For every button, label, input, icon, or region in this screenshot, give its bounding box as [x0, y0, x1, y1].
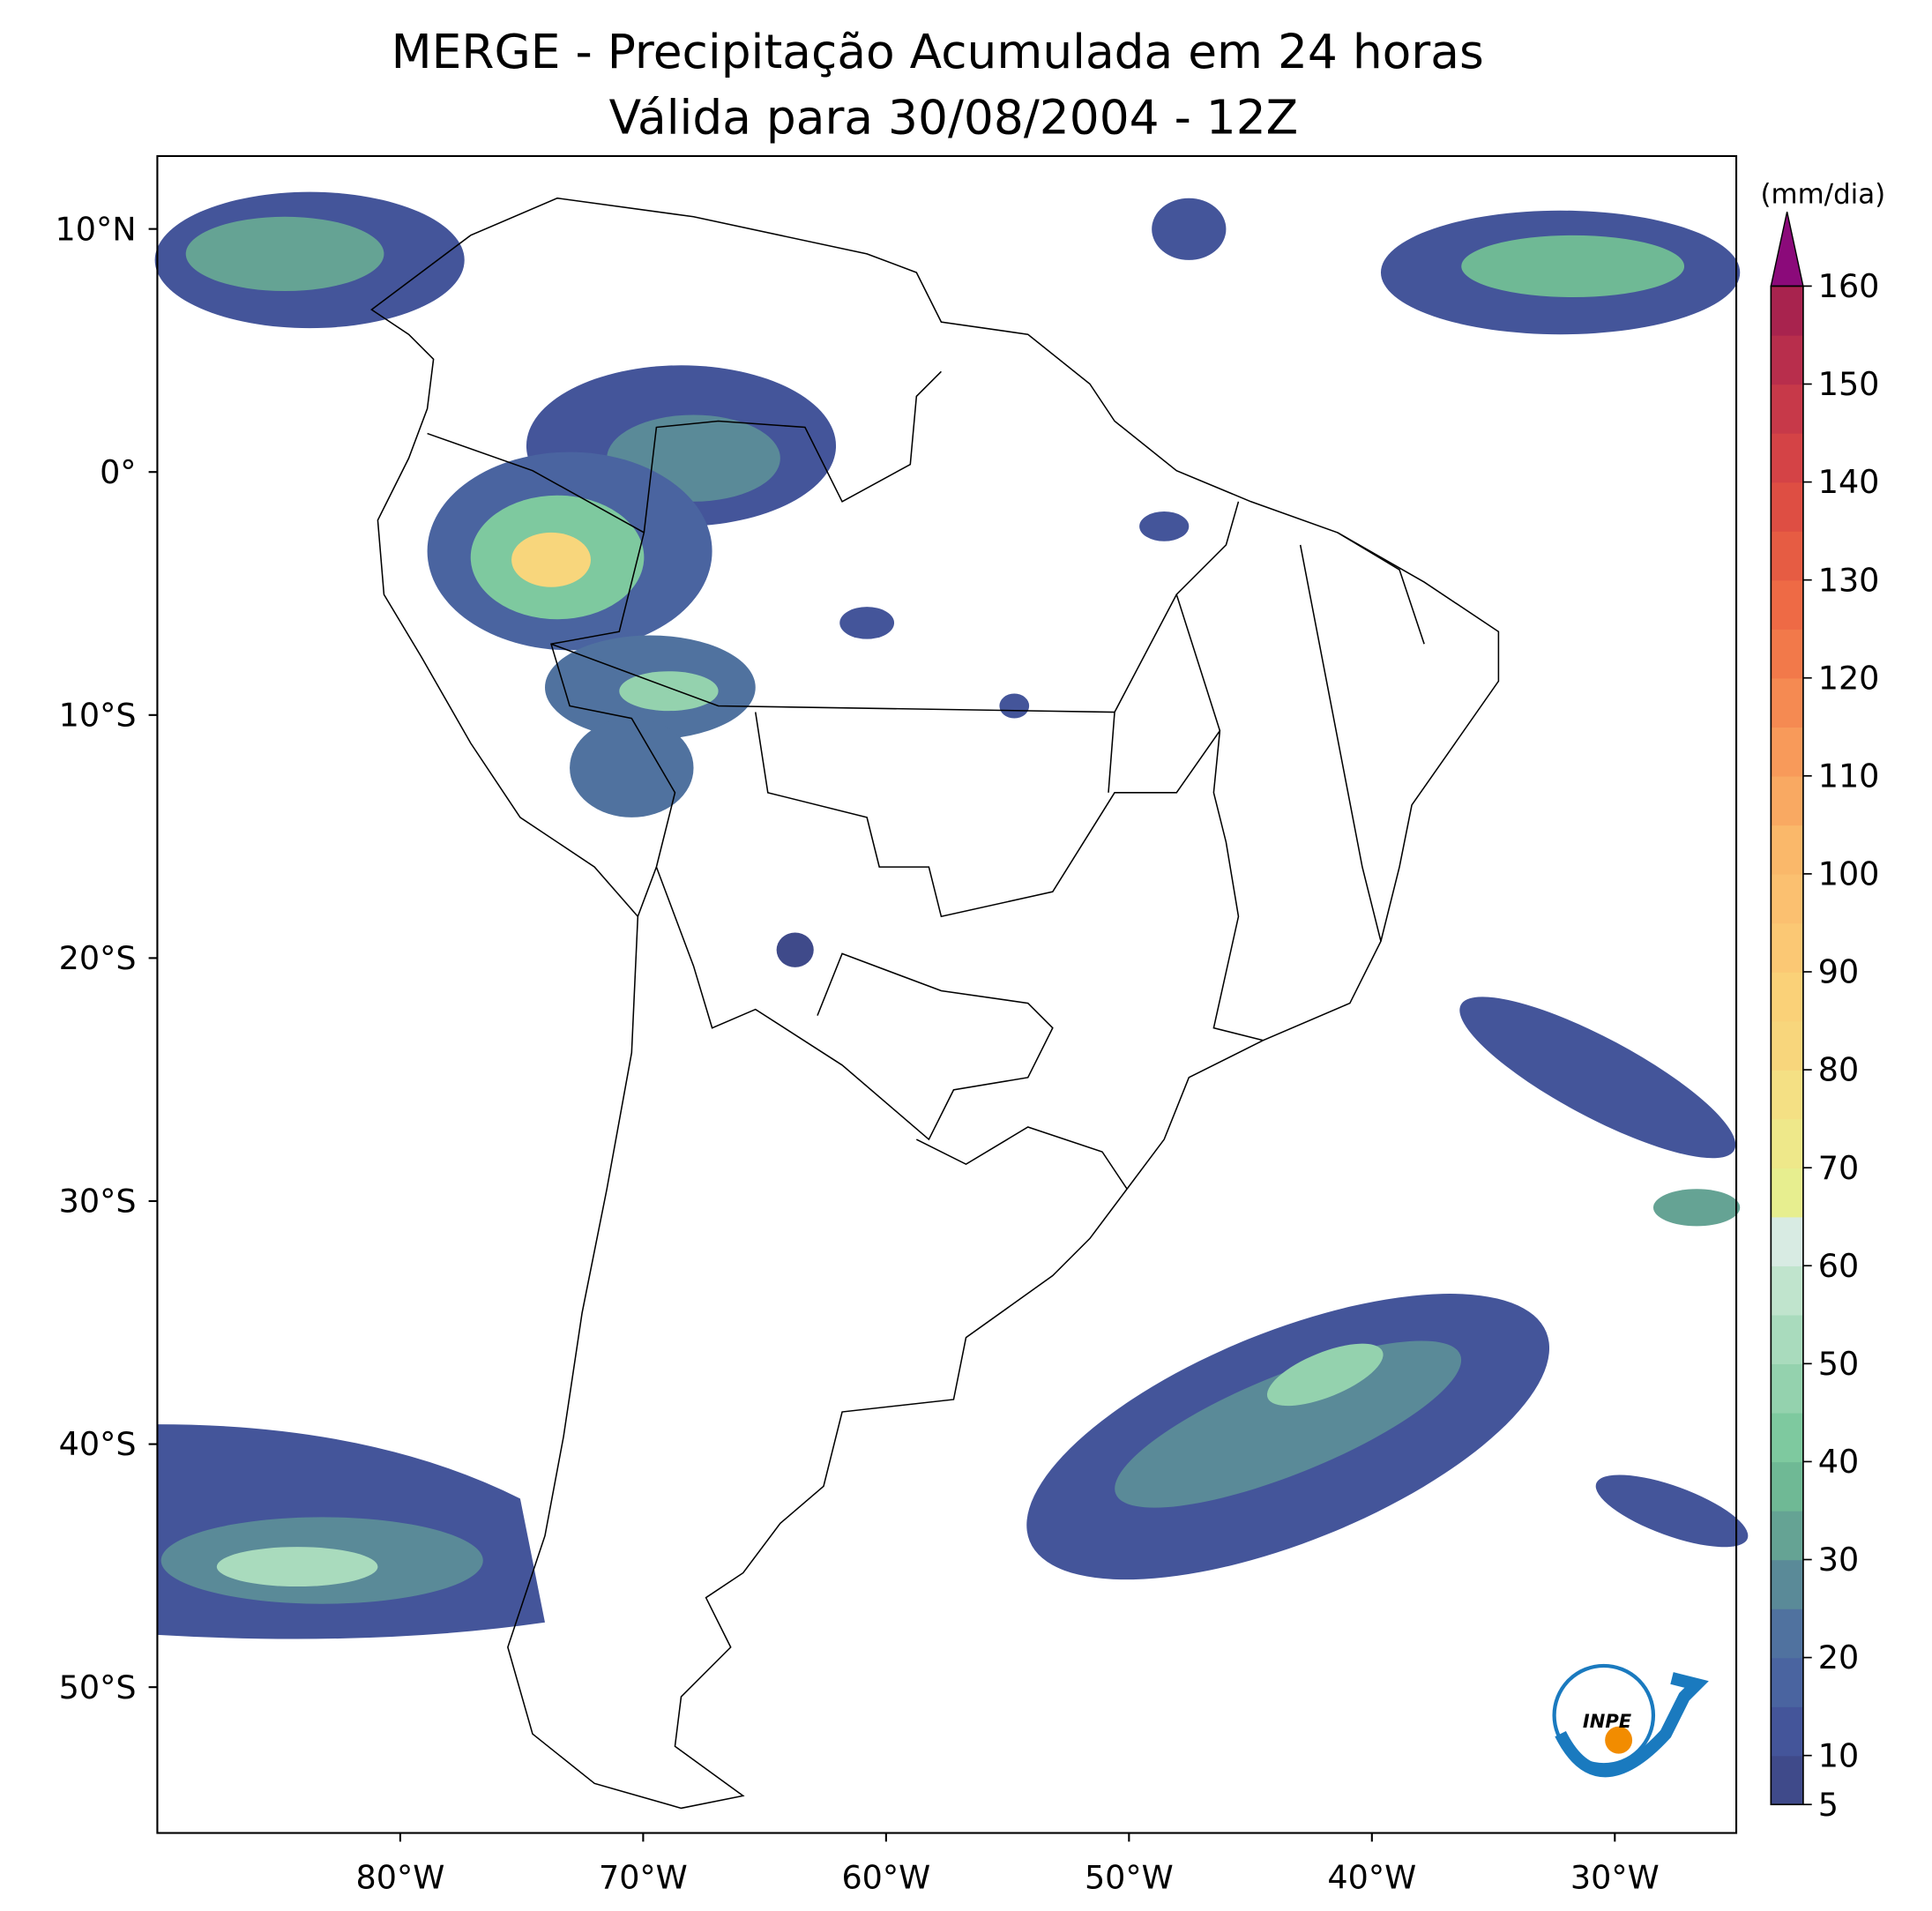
colorbar-band: [1771, 433, 1803, 483]
precip-area: [185, 216, 384, 292]
colorbar-band: [1771, 579, 1803, 630]
precip-area: [999, 693, 1030, 719]
logo: INPE: [1552, 1663, 1709, 1778]
x-tick-label: 60°W: [841, 1859, 930, 1897]
colorbar-band: [1771, 1216, 1803, 1266]
colorbar-band: [1771, 384, 1803, 434]
colorbar-band: [1771, 1657, 1803, 1707]
colorbar-band: [1771, 1314, 1803, 1365]
x-tick-label: 30°W: [1570, 1859, 1660, 1897]
colorbar-tick-label: 70: [1818, 1149, 1859, 1187]
colorbar-frame: [1770, 285, 1804, 1806]
logo-text: INPE: [1583, 1710, 1632, 1732]
colorbar-band: [1771, 1461, 1803, 1512]
colorbar-band: [1771, 1168, 1803, 1218]
continent-outline: [370, 197, 1500, 1810]
colorbar-band: [1771, 727, 1803, 777]
x-tick-label: 70°W: [599, 1859, 688, 1897]
colorbar-band: [1771, 1265, 1803, 1316]
y-tick-label: 10°N: [56, 210, 137, 248]
colorbar-tick-label: 110: [1818, 757, 1880, 795]
colorbar-band: [1771, 1412, 1803, 1463]
colorbar-band: [1771, 286, 1803, 336]
colorbar-band: [1771, 1609, 1803, 1659]
colorbar-band: [1771, 825, 1803, 875]
colorbar-tick-label: 160: [1818, 267, 1880, 305]
precipitation: [154, 191, 1749, 1639]
title-line: Válida para 30/08/2004 - 12Z: [609, 90, 1299, 146]
colorbar-tick-label: 50: [1818, 1345, 1859, 1383]
y-tick-label: 30°S: [59, 1183, 137, 1221]
colorbar-band: [1771, 677, 1803, 728]
colorbar-band: [1771, 1118, 1803, 1168]
logo-dot: [1605, 1726, 1633, 1754]
title-line: MERGE - Precipitação Acumulada em 24 hor…: [392, 24, 1484, 79]
y-tick-label: 20°S: [59, 939, 137, 977]
colorbar-tick-label: 30: [1818, 1541, 1859, 1579]
colorbar-band: [1771, 972, 1803, 1022]
map-frame: [156, 154, 1738, 1834]
colorbar-tick-label: 90: [1818, 953, 1859, 991]
precip-area: [1652, 1189, 1741, 1227]
precip-area: [570, 718, 694, 817]
precip-area: [1266, 1343, 1384, 1407]
colorbar: (mm/dia) 5 10 20 30 40 50 60 70 80 90 100 110 120 130…: [1760, 178, 1885, 1824]
colorbar-band: [1771, 1755, 1803, 1805]
precip-area: [216, 1547, 378, 1587]
precip-area: [511, 532, 591, 587]
colorbar-band: [1771, 922, 1803, 973]
colorbar-band: [1771, 629, 1803, 679]
x-tick-label: 50°W: [1085, 1859, 1174, 1897]
colorbar-band: [1771, 334, 1803, 385]
colorbar-tick-label: 60: [1818, 1247, 1859, 1285]
colorbar-band: [1771, 1510, 1803, 1561]
precip-area: [1459, 997, 1736, 1159]
colorbar-tick-label: 130: [1818, 561, 1880, 599]
colorbar-band: [1771, 1706, 1803, 1757]
precip-area: [619, 671, 719, 712]
precip-area: [776, 932, 814, 967]
x-tick-label: 40°W: [1327, 1859, 1416, 1897]
colorbar-tick-label: 140: [1818, 463, 1880, 501]
colorbar-band: [1771, 1020, 1803, 1071]
y-tick-label: 0°: [100, 453, 136, 491]
colorbar-band: [1771, 1363, 1803, 1414]
x-tick-label: 80°W: [356, 1859, 445, 1897]
colorbar-tick-label: 20: [1818, 1639, 1859, 1676]
precip-area: [839, 607, 895, 639]
colorbar-extend: [1770, 212, 1804, 287]
y-tick-label: 40°S: [59, 1425, 137, 1463]
y-tick-label: 50°S: [59, 1668, 137, 1706]
colorbar-tick-label: 40: [1818, 1443, 1859, 1481]
logo-arrow: [1555, 1672, 1709, 1778]
colorbar-tick-label: 10: [1818, 1736, 1859, 1774]
precip-area: [1595, 1474, 1749, 1548]
colorbar-tick-label: 100: [1818, 855, 1880, 893]
colorbar-label: (mm/dia): [1760, 178, 1885, 210]
colorbar-band: [1771, 1070, 1803, 1120]
colorbar-tick-label: 80: [1818, 1051, 1859, 1089]
precip-area: [1152, 198, 1227, 260]
colorbar-band: [1771, 481, 1803, 532]
colorbar-band: [1771, 873, 1803, 924]
colorbar-tick-label: 150: [1818, 365, 1880, 403]
precip-area: [1115, 1340, 1462, 1508]
map-area: INPE: [154, 154, 1749, 1834]
colorbar-band: [1771, 775, 1803, 826]
colorbar-tick-label: 120: [1818, 659, 1880, 697]
y-tick-label: 10°S: [59, 696, 137, 734]
country-border: [427, 370, 1425, 1190]
precip-area: [1461, 235, 1685, 298]
colorbar-band: [1771, 531, 1803, 581]
colorbar-tick-label: 5: [1818, 1786, 1839, 1824]
precip-area: [1139, 511, 1190, 541]
axis-ticks: 80°W 70°W 60°W 50°W 40°W 30°W 10°N 0° 10°S 20°S 30…: [56, 210, 1660, 1896]
colorbar-band: [1771, 1559, 1803, 1609]
